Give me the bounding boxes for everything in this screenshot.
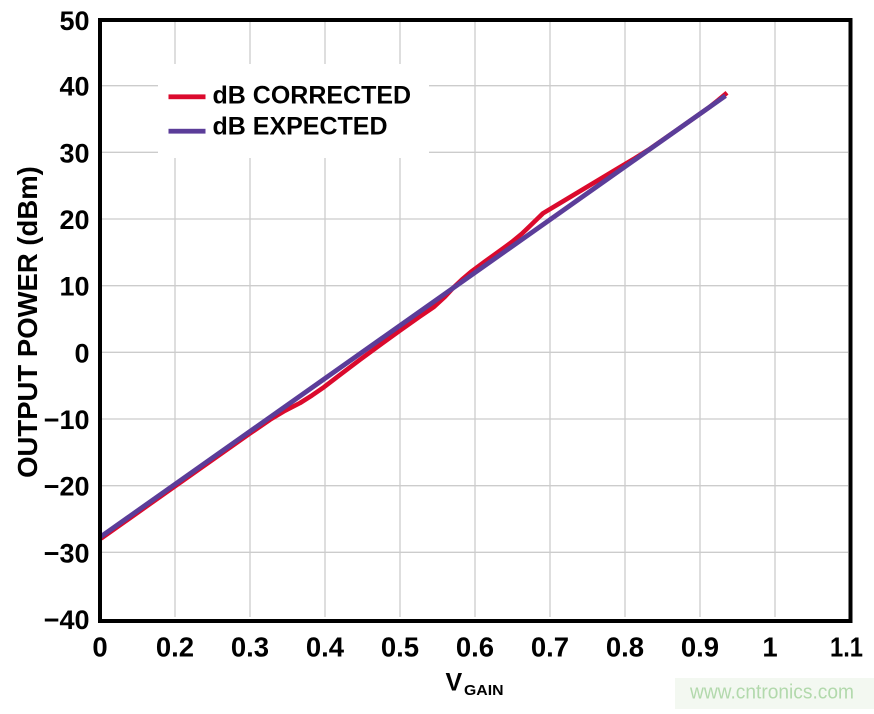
svg-text:0.9: 0.9 <box>681 632 719 663</box>
svg-text:50: 50 <box>59 6 89 36</box>
svg-text:0.4: 0.4 <box>306 632 345 663</box>
svg-text:GAIN: GAIN <box>464 682 504 699</box>
svg-text:20: 20 <box>59 205 89 235</box>
svg-text:0: 0 <box>92 632 107 663</box>
svg-text:dB EXPECTED: dB EXPECTED <box>213 112 388 140</box>
svg-text:−40: −40 <box>44 605 90 635</box>
svg-text:1: 1 <box>762 632 777 663</box>
svg-text:0.2: 0.2 <box>156 632 194 663</box>
svg-text:dB CORRECTED: dB CORRECTED <box>213 82 412 110</box>
svg-text:30: 30 <box>59 138 89 168</box>
svg-text:0.3: 0.3 <box>231 632 269 663</box>
svg-text:1.1: 1.1 <box>830 632 863 663</box>
svg-text:40: 40 <box>59 72 89 102</box>
svg-text:0: 0 <box>74 338 89 368</box>
svg-text:−20: −20 <box>44 472 90 502</box>
svg-text:−30: −30 <box>44 538 90 568</box>
svg-text:0.8: 0.8 <box>606 632 644 663</box>
svg-text:OUTPUT POWER (dBm): OUTPUT POWER (dBm) <box>12 166 43 478</box>
svg-text:www.cntronics.com: www.cntronics.com <box>689 681 854 704</box>
svg-text:0.6: 0.6 <box>456 632 494 663</box>
svg-text:−10: −10 <box>44 405 90 435</box>
svg-text:0.7: 0.7 <box>531 632 569 663</box>
svg-text:0.5: 0.5 <box>381 632 419 663</box>
svg-text:V: V <box>446 669 463 697</box>
svg-text:10: 10 <box>59 272 89 302</box>
